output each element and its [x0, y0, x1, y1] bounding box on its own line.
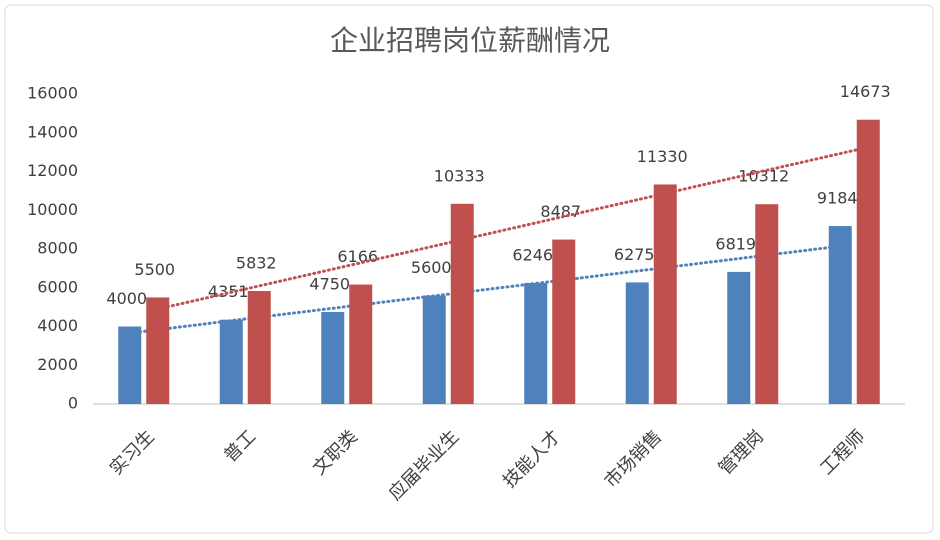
y-tick-label: 6000	[37, 277, 78, 296]
value-label: 6275	[614, 245, 655, 264]
value-label: 9184	[817, 189, 858, 208]
value-label: 5500	[134, 260, 175, 279]
bar	[349, 284, 373, 404]
value-label: 11330	[637, 147, 688, 166]
bar	[828, 226, 852, 404]
y-tick-label: 14000	[27, 122, 78, 141]
value-label: 8487	[540, 202, 581, 221]
bar	[118, 326, 142, 404]
value-label: 5600	[411, 258, 452, 277]
y-tick-label: 2000	[37, 355, 78, 374]
bar	[727, 271, 751, 404]
value-label: 10333	[434, 166, 485, 185]
y-tick-label: 8000	[37, 239, 78, 258]
bar	[219, 319, 243, 404]
y-tick-label: 16000	[27, 84, 78, 103]
bar	[552, 239, 576, 404]
value-label: 4351	[208, 282, 249, 301]
bar	[653, 184, 677, 404]
value-label: 14673	[840, 82, 891, 101]
bar	[247, 291, 271, 404]
value-label: 4750	[309, 274, 350, 293]
value-label: 10312	[738, 167, 789, 186]
bar	[146, 297, 170, 404]
y-tick-label: 10000	[27, 200, 78, 219]
value-label: 6819	[715, 234, 756, 253]
bar	[524, 282, 548, 404]
trendline	[156, 145, 870, 311]
bar	[755, 204, 779, 404]
bar	[856, 119, 880, 404]
chart-title: 企业招聘岗位薪酬情况	[330, 24, 610, 57]
y-tick-label: 12000	[27, 161, 78, 180]
bar	[450, 203, 474, 404]
bar	[625, 282, 649, 404]
value-label: 6246	[512, 245, 553, 264]
bar	[422, 295, 446, 404]
y-tick-label: 0	[68, 394, 78, 413]
value-label: 5832	[236, 254, 277, 273]
bar	[321, 311, 345, 404]
y-tick-label: 4000	[37, 316, 78, 335]
value-label: 4000	[106, 289, 147, 308]
